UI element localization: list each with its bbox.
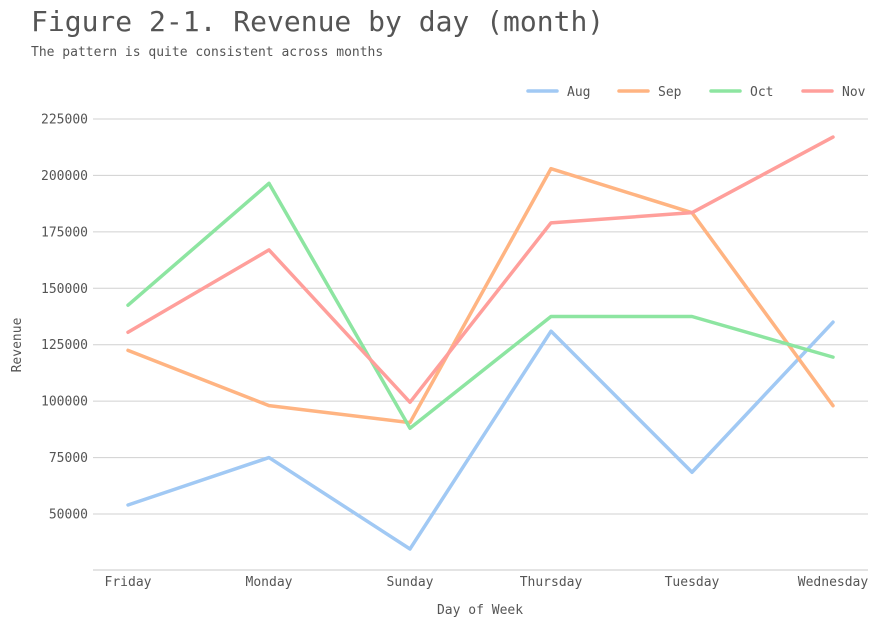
- y-tick-label: 100000: [41, 395, 88, 410]
- legend: Aug Sep Oct Nov: [526, 85, 866, 100]
- chart-title: Figure 2-1. Revenue by day (month): [31, 5, 605, 38]
- y-tick-label: 50000: [49, 508, 88, 523]
- series-line-aug: [126, 320, 835, 551]
- x-tick-label: Wednesday: [798, 575, 869, 590]
- x-axis-ticks: Friday Monday Sunday Thursday Tuesday Wednesd…: [105, 575, 869, 590]
- grid-lines: [93, 118, 868, 515]
- x-tick-label: Monday: [246, 575, 293, 590]
- series-line-oct: [126, 181, 835, 430]
- series-lines: [126, 135, 835, 551]
- series-line-nov: [126, 135, 835, 405]
- y-tick-label: 225000: [41, 113, 88, 128]
- legend-label-nov: Nov: [842, 85, 866, 100]
- y-tick-label: 175000: [41, 225, 88, 240]
- chart-subtitle: The pattern is quite consistent across m…: [31, 45, 384, 60]
- x-axis-label: Day of Week: [437, 603, 523, 618]
- x-tick-label: Sunday: [387, 575, 434, 590]
- y-axis-ticks: 50000 75000 100000 125000 150000 175000 200000…: [41, 113, 88, 523]
- series-line-sep: [126, 166, 835, 425]
- legend-label-oct: Oct: [750, 85, 773, 100]
- x-tick-label: Tuesday: [665, 575, 720, 590]
- y-tick-label: 200000: [41, 169, 88, 184]
- x-tick-label: Friday: [105, 575, 152, 590]
- y-tick-label: 75000: [49, 451, 88, 466]
- y-tick-label: 150000: [41, 282, 88, 297]
- y-tick-label: 125000: [41, 338, 88, 353]
- x-tick-label: Thursday: [520, 575, 583, 590]
- legend-label-sep: Sep: [658, 85, 682, 100]
- legend-label-aug: Aug: [567, 85, 590, 100]
- y-axis-label: Revenue: [10, 317, 25, 372]
